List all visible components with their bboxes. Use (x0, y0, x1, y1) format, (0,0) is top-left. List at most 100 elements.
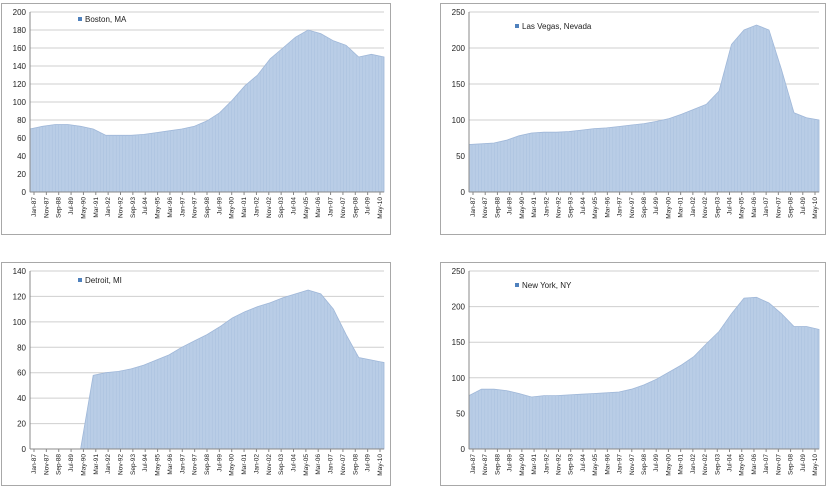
x-tick-label: Jan-07 (763, 197, 770, 217)
x-tick-label: Mar-01 (241, 454, 248, 475)
legend-label: Las Vegas, Nevada (522, 22, 592, 31)
x-tick-label: Sep-03 (714, 454, 721, 475)
y-tick-label: 80 (17, 343, 26, 352)
x-tick-label: Nov-97 (629, 197, 636, 218)
x-tick-label: May-90 (519, 197, 526, 219)
legend-label: Boston, MA (85, 15, 127, 24)
x-tick-label: May-00 (229, 454, 236, 476)
x-tick-label: Nov-92 (118, 197, 125, 218)
x-tick-label: Jan-92 (543, 197, 550, 217)
x-tick-label: May-10 (377, 454, 384, 476)
x-tick-label: Jul-04 (727, 454, 734, 472)
x-tick-label: Sep-03 (714, 197, 721, 218)
y-tick-label: 60 (17, 134, 26, 143)
x-tick-label: Nov-02 (266, 454, 273, 475)
y-tick-label: 200 (452, 44, 466, 53)
x-tick-label: Jan-97 (179, 197, 186, 217)
x-tick-label: May-10 (377, 197, 384, 219)
x-tick-label: Jul-89 (507, 454, 514, 472)
x-tick-label: Sep-93 (568, 197, 575, 218)
x-tick-label: Jan-87 (31, 197, 38, 217)
x-tick-label: Sep-93 (130, 197, 137, 218)
y-tick-label: 150 (452, 80, 466, 89)
x-tick-label: Sep-03 (278, 454, 285, 475)
x-tick-label: Sep-98 (641, 454, 648, 475)
y-tick-label: 200 (13, 8, 27, 17)
chart-panel-detroit: 0 20 40 60 80 100 120 140 Jan-87 Nov-87 Sep-88 Jul-… (1, 262, 391, 486)
y-tick-label: 80 (17, 116, 26, 125)
x-tick-label: Nov-87 (482, 454, 489, 475)
x-tick-label: Mar-06 (315, 197, 322, 218)
x-tick-label: Jan-92 (105, 454, 112, 474)
x-tick-label: Jul-89 (507, 197, 514, 215)
x-tick-label: Nov-87 (43, 454, 50, 475)
x-tick-label: Sep-88 (494, 197, 501, 218)
x-tick-label: Mar-96 (167, 197, 174, 218)
x-tick-label: Mar-91 (531, 454, 538, 475)
area-series (29, 29, 385, 193)
x-tick-label: Sep-08 (352, 454, 359, 475)
y-tick-label: 50 (456, 409, 465, 418)
chart-panel-boston: 0 20 40 60 80 100 120 140 160 180 200 Jan-87 Nov-87 S… (1, 3, 391, 235)
y-tick-label: 0 (461, 445, 466, 454)
x-tick-label: Jan-07 (328, 197, 335, 217)
x-tick-label: Jan-87 (470, 454, 477, 474)
x-tick-label: Nov-02 (266, 197, 273, 218)
x-tick-label: May-90 (80, 197, 87, 219)
x-tick-label: Jul-89 (68, 197, 75, 215)
chart-boston: 0 20 40 60 80 100 120 140 160 180 200 Jan-87 Nov-87 S… (13, 8, 385, 219)
legend-label: Detroit, MI (85, 276, 122, 285)
x-tick-label: Jan-87 (31, 454, 38, 474)
x-tick-label: May-00 (665, 197, 672, 219)
chart-new-york: 0 50 100 150 200 250 Jan-87 Nov-87 Sep-88 Jul-89 M… (452, 267, 820, 476)
x-tick-label: Nov-02 (702, 197, 709, 218)
y-tick-label: 140 (13, 62, 27, 71)
x-tick-label: May-95 (155, 454, 162, 476)
y-tick-label: 100 (452, 116, 466, 125)
x-tick-label: Mar-91 (93, 197, 100, 218)
x-tick-label: Mar-96 (167, 454, 174, 475)
y-tick-label: 40 (17, 152, 26, 161)
x-tick-label: Jul-04 (727, 197, 734, 215)
x-tick-label: Jan-02 (253, 197, 260, 217)
x-tick-label: Sep-93 (130, 454, 137, 475)
x-tick-label: Mar-06 (315, 454, 322, 475)
y-tick-label: 120 (13, 80, 27, 89)
x-tick-label: Nov-92 (118, 454, 125, 475)
x-tick-label: Jul-04 (291, 197, 298, 215)
x-tick-label: Jan-92 (105, 197, 112, 217)
x-tick-label: Jul-09 (800, 197, 807, 215)
y-tick-label: 150 (452, 338, 466, 347)
x-tick-label: May-00 (229, 197, 236, 219)
x-tick-label: Mar-91 (93, 454, 100, 475)
x-tick-label: May-90 (80, 454, 87, 476)
x-tick-label: Sep-08 (788, 197, 795, 218)
x-tick-label: Jul-89 (68, 454, 75, 472)
chart-detroit: 0 20 40 60 80 100 120 140 Jan-87 Nov-87 Sep-88 Jul-… (13, 267, 385, 476)
y-tick-label: 120 (13, 292, 27, 301)
x-tick-label: Jan-92 (543, 454, 550, 474)
x-tick-label: Jul-99 (216, 454, 223, 472)
x-tick-label: Sep-08 (788, 454, 795, 475)
y-tick-label: 0 (22, 188, 27, 197)
x-tick-label: Nov-87 (43, 197, 50, 218)
x-tick-label: May-10 (812, 197, 819, 219)
x-tick-label: May-95 (155, 197, 162, 219)
y-tick-label: 100 (452, 374, 466, 383)
x-tick-label: Mar-91 (531, 197, 538, 218)
x-tick-label: Nov-92 (556, 197, 563, 218)
x-tick-label: Jan-02 (690, 197, 697, 217)
x-tick-label: May-05 (739, 454, 746, 476)
y-tick-label: 140 (13, 267, 27, 276)
x-tick-label: Nov-97 (192, 197, 199, 218)
x-tick-label: Nov-07 (775, 454, 782, 475)
y-tick-label: 20 (17, 420, 26, 429)
x-tick-label: May-05 (303, 197, 310, 219)
x-tick-label: Jul-94 (580, 197, 587, 215)
x-tick-label: Mar-01 (241, 197, 248, 218)
x-tick-label: Mar-96 (604, 454, 611, 475)
x-tick-label: Nov-97 (629, 454, 636, 475)
y-tick-label: 40 (17, 394, 26, 403)
x-tick-label: Nov-87 (482, 197, 489, 218)
y-tick-label: 160 (13, 44, 27, 53)
